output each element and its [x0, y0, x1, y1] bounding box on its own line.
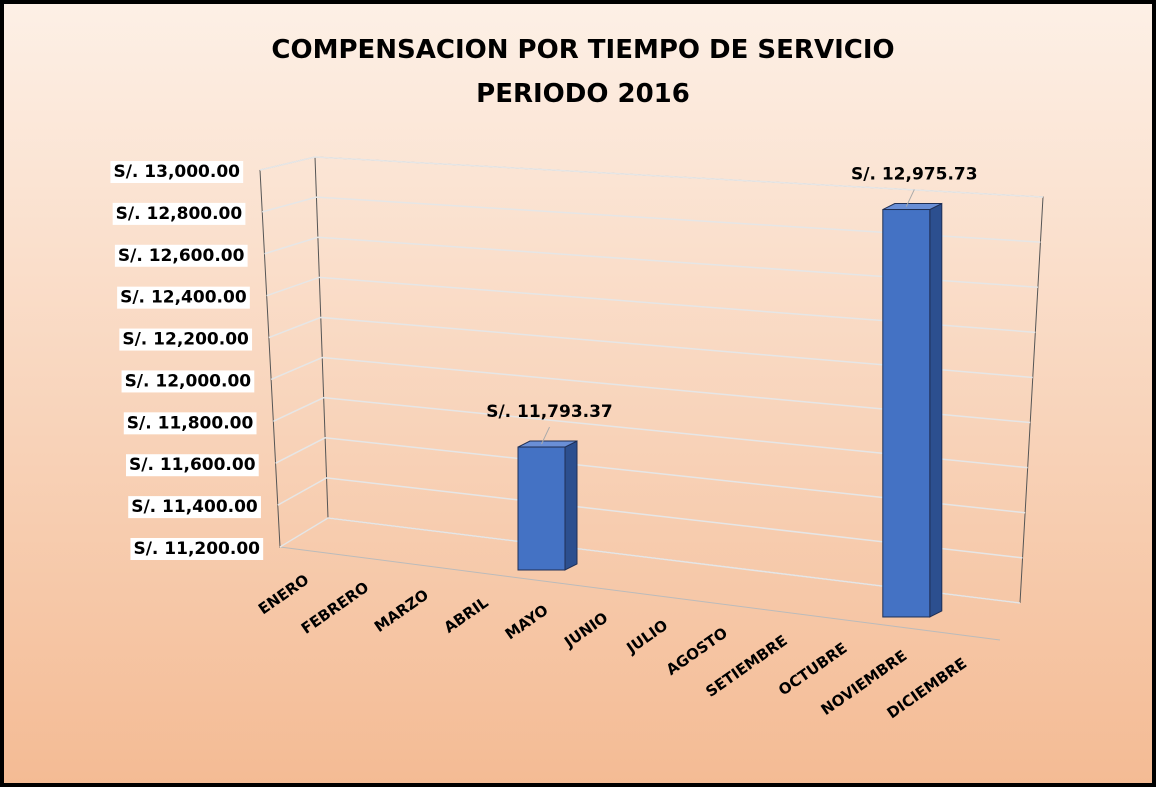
y-tick-label: S/. 12,600.00	[118, 246, 245, 266]
y-tick-label: S/. 12,200.00	[122, 330, 249, 350]
bar	[517, 446, 566, 571]
y-tick-label: S/. 11,400.00	[131, 497, 258, 517]
y-tick-label-bg	[121, 370, 255, 393]
grid-line	[264, 236, 1038, 288]
grid-line	[262, 196, 1041, 243]
chart-subtitle: PERIODO 2016	[476, 79, 690, 109]
grid-line	[259, 156, 1044, 198]
grid-line	[270, 356, 1031, 424]
chart-title: COMPENSACION POR TIEMPO DE SERVICIO	[271, 35, 894, 65]
y-tick-label-bg	[110, 161, 244, 183]
y-tick-label: S/. 12,000.00	[125, 371, 252, 391]
y-tick-label: S/. 12,400.00	[120, 288, 247, 308]
data-label: S/. 11,793.37	[486, 402, 613, 422]
grid-line	[273, 396, 1028, 469]
y-tick-label-bg	[128, 496, 261, 519]
bar-side	[564, 440, 578, 571]
y-tick-label-bg	[119, 328, 253, 351]
grid-line	[268, 316, 1033, 379]
data-label: S/. 12,975.73	[851, 165, 978, 185]
grid-line	[277, 477, 1023, 559]
y-tick-label-bg	[114, 244, 248, 267]
label-leader	[905, 189, 915, 207]
bar	[882, 209, 931, 618]
y-tick-label: S/. 13,000.00	[113, 162, 240, 182]
floor-edge	[279, 546, 1001, 641]
label-leader	[541, 426, 550, 445]
y-tick-label: S/. 11,800.00	[127, 413, 254, 433]
y-tick-label-bg	[126, 454, 259, 477]
y-tick-label-bg	[123, 412, 257, 435]
y-tick-label-bg	[112, 202, 246, 225]
grid-line	[266, 276, 1036, 334]
wall-edge	[314, 156, 329, 519]
y-tick-label: S/. 11,200.00	[133, 539, 260, 559]
grid-line	[279, 517, 1021, 604]
y-tick-label-bg	[117, 286, 250, 309]
bar-side	[929, 202, 943, 618]
y-tick-label: S/. 12,800.00	[116, 204, 243, 224]
grid-line	[275, 437, 1026, 514]
y-tick-label-bg	[130, 538, 264, 560]
y-tick-label: S/. 11,600.00	[129, 455, 256, 475]
